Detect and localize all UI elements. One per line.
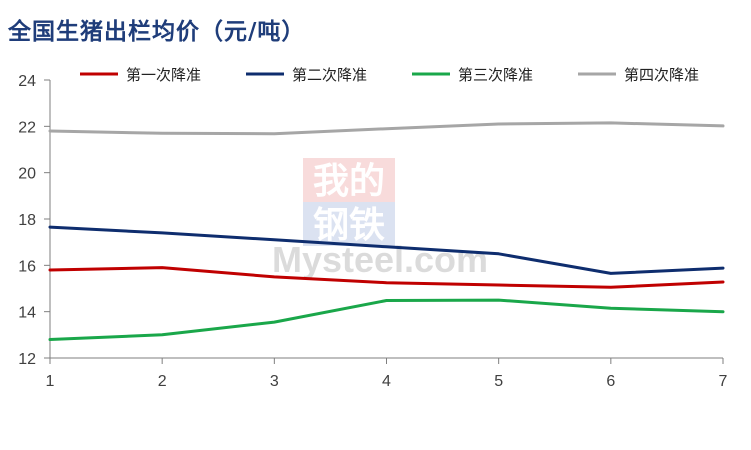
y-tick-label: 12 (18, 351, 36, 368)
chart-title: 全国生猪出栏均价（元/吨） (8, 19, 306, 45)
legend: 第一次降准 第二次降准 第三次降准 第四次降准 (80, 66, 699, 84)
series-line-4 (48, 121, 725, 136)
watermark-blue-block (303, 202, 395, 246)
series-line-3 (48, 298, 725, 341)
x-tick-label: 3 (270, 373, 279, 390)
series-lines (48, 121, 725, 341)
y-tick-label: 22 (18, 119, 36, 136)
watermark-red-block (303, 158, 395, 202)
legend-label-3: 第三次降准 (458, 66, 533, 84)
legend-label-4: 第四次降准 (624, 66, 699, 84)
x-tick-label: 4 (382, 373, 391, 390)
y-tick-label: 24 (18, 73, 36, 90)
series-line-1 (48, 266, 725, 289)
series-line-2 (48, 225, 725, 275)
watermark-line1: 我的 (313, 161, 385, 202)
y-tick-label: 20 (18, 166, 36, 183)
x-tick-label: 7 (719, 373, 728, 390)
x-tick-label: 2 (158, 373, 167, 390)
x-tick-label: 1 (46, 373, 55, 390)
x-tick-label: 5 (494, 373, 503, 390)
y-tick-label: 18 (18, 212, 36, 229)
y-tick-label: 16 (18, 258, 36, 275)
x-tick-label: 6 (606, 373, 615, 390)
watermark-line2: 钢铁 (313, 205, 385, 246)
legend-label-2: 第二次降准 (292, 66, 367, 84)
legend-label-1: 第一次降准 (126, 66, 201, 84)
mysteel-watermark: 我的 钢铁 Mysteel.com (272, 158, 488, 280)
y-tick-label: 14 (18, 305, 36, 322)
